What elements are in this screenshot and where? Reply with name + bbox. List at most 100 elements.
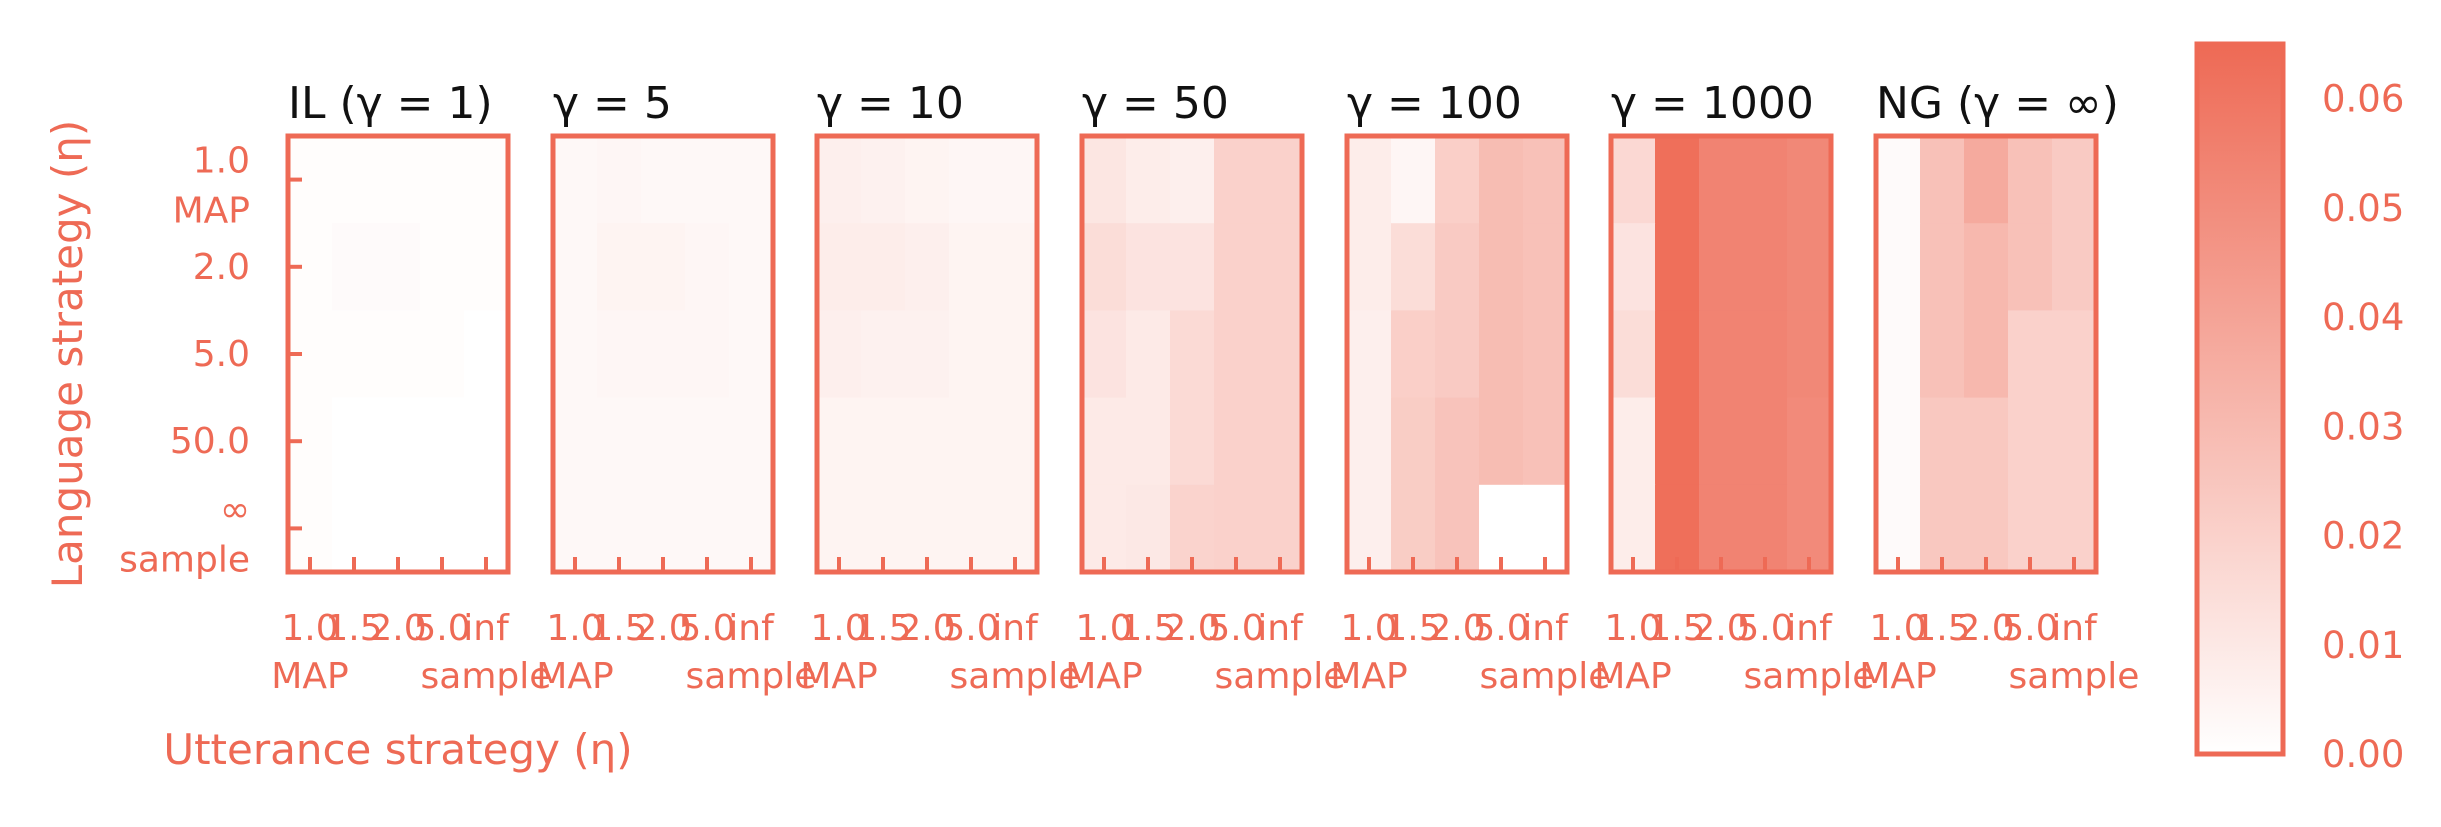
heatmap-cell xyxy=(2008,136,2053,224)
heatmap-cell xyxy=(1082,397,1127,486)
heatmap-panel: IL (γ = 1) xyxy=(285,78,511,575)
heatmap-cell xyxy=(420,223,465,311)
y-tick-label: ∞ xyxy=(220,489,250,530)
heatmap-cell xyxy=(1214,310,1259,399)
heatmap-cell xyxy=(1391,223,1436,311)
heatmap-cell xyxy=(685,136,730,224)
x-tick-label: MAP xyxy=(1065,656,1142,697)
x-tick-label: inf xyxy=(2051,608,2098,649)
heatmap-cell xyxy=(1214,397,1259,486)
x-tick-label: sample xyxy=(1215,656,1346,697)
x-tick-label: MAP xyxy=(536,656,613,697)
x-tick-label: sample xyxy=(1480,656,1611,697)
colorbar-gradient xyxy=(2197,44,2283,754)
heatmap-cell xyxy=(1214,223,1259,311)
heatmap-cell xyxy=(1920,136,1965,224)
x-tick-label: 5.0 xyxy=(1207,608,1264,649)
x-tick-label: 1.0 xyxy=(281,608,338,649)
colorbar-tick-label: 0.00 xyxy=(2322,733,2404,776)
x-tick-label: 1.0 xyxy=(546,608,603,649)
heatmap-cell xyxy=(1347,397,1392,486)
heatmap-cell xyxy=(1479,310,1524,399)
heatmap-cell xyxy=(376,310,421,399)
heatmap-cell xyxy=(993,223,1038,311)
x-tick-label: 2.0 xyxy=(1957,608,2014,649)
heatmap-cell xyxy=(905,397,950,486)
heatmap-cell xyxy=(1258,397,1303,486)
heatmap-cell xyxy=(1743,310,1788,399)
heatmap-cell xyxy=(1082,223,1127,311)
panel-title: IL (γ = 1) xyxy=(288,78,493,129)
heatmap-cell xyxy=(1876,223,1921,311)
heatmap-cell xyxy=(332,310,377,399)
heatmap-cell xyxy=(2052,223,2097,311)
heatmap-cell xyxy=(553,310,598,399)
heatmap-cell xyxy=(861,310,906,399)
x-tick-label: 1.5 xyxy=(590,608,647,649)
heatmap-cell xyxy=(1655,397,1700,486)
heatmap-cell xyxy=(1611,223,1656,311)
heatmap-cell xyxy=(1964,310,2009,399)
heatmap-cell xyxy=(1964,223,2009,311)
heatmap-panel: NG (γ = ∞) xyxy=(1873,78,2119,575)
heatmap-panel: γ = 10 xyxy=(814,78,1040,575)
x-tick-label: 5.0 xyxy=(2001,608,2058,649)
heatmap-cell xyxy=(949,397,994,486)
heatmap-cell xyxy=(332,136,377,224)
heatmap-cell xyxy=(729,310,774,399)
panel-title: γ = 10 xyxy=(817,78,964,129)
colorbar-tick-label: 0.04 xyxy=(2322,296,2404,339)
heatmap-cell xyxy=(641,136,686,224)
heatmap-cell xyxy=(1479,223,1524,311)
heatmap-cell xyxy=(553,136,598,224)
heatmap-cell xyxy=(817,223,862,311)
heatmap-cell xyxy=(1655,136,1700,224)
panel-title: γ = 1000 xyxy=(1611,78,1814,129)
heatmap-cell xyxy=(1258,223,1303,311)
heatmap-cell xyxy=(905,310,950,399)
heatmap-cell xyxy=(376,136,421,224)
heatmap-cell xyxy=(597,136,642,224)
heatmap-cell xyxy=(1435,397,1480,486)
x-tick-label: 5.0 xyxy=(413,608,470,649)
heatmap-cell xyxy=(1876,397,1921,486)
x-tick-label: 5.0 xyxy=(942,608,999,649)
heatmap-cell xyxy=(1082,136,1127,224)
heatmap-cell xyxy=(2052,310,2097,399)
heatmap-cell xyxy=(1699,136,1744,224)
heatmap-cell xyxy=(1699,397,1744,486)
heatmap-cell xyxy=(1479,397,1524,486)
y-tick-label: MAP xyxy=(173,191,250,232)
heatmap-cell xyxy=(1787,397,1832,486)
heatmap-panel: γ = 100 xyxy=(1344,78,1570,575)
heatmap-cell xyxy=(1479,136,1524,224)
heatmap-cell xyxy=(1170,223,1215,311)
x-tick-label: sample xyxy=(686,656,817,697)
x-tick-label: 1.5 xyxy=(854,608,911,649)
heatmap-cell xyxy=(1787,223,1832,311)
x-tick-label: 1.5 xyxy=(1648,608,1705,649)
x-tick-label: 1.5 xyxy=(1119,608,1176,649)
heatmap-cell xyxy=(1126,136,1171,224)
heatmap-cell xyxy=(817,310,862,399)
heatmap-cell xyxy=(1787,310,1832,399)
x-tick-label: inf xyxy=(728,608,775,649)
colorbar-tick-label: 0.06 xyxy=(2322,78,2404,121)
colorbar-tick-label: 0.05 xyxy=(2322,187,2404,230)
x-tick-label: 1.0 xyxy=(810,608,867,649)
heatmap-cell xyxy=(464,136,509,224)
x-tick-label: 1.5 xyxy=(1384,608,1441,649)
heatmap-cell xyxy=(1523,223,1568,311)
heatmap-cell xyxy=(1964,397,2009,486)
x-tick-label: inf xyxy=(1522,608,1569,649)
y-tick-label: sample xyxy=(119,539,250,580)
x-tick-label: sample xyxy=(421,656,552,697)
heatmap-cell xyxy=(1214,136,1259,224)
y-tick-label: 2.0 xyxy=(193,247,250,288)
y-tick-label: 1.0 xyxy=(193,141,250,182)
heatmap-cell xyxy=(553,223,598,311)
heatmap-cell xyxy=(1523,310,1568,399)
heatmap-cell xyxy=(1258,310,1303,399)
x-tick-label: sample xyxy=(1744,656,1875,697)
